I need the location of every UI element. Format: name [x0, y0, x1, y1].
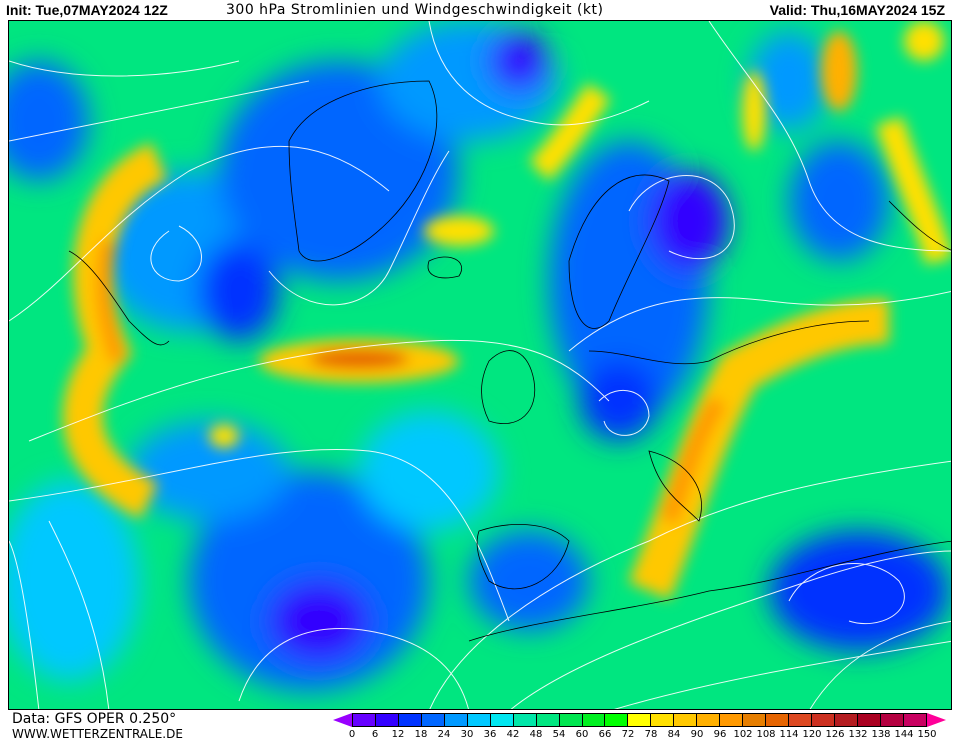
legend-bin [720, 714, 744, 726]
legend-tick-label: 6 [371, 729, 379, 740]
legend-bin [628, 714, 652, 726]
legend-tick-label: 84 [667, 729, 681, 740]
legend-below-arrow [333, 713, 352, 727]
legend-bin [812, 714, 836, 726]
legend-bin [880, 714, 904, 726]
legend-tick-label: 96 [713, 729, 727, 740]
legend-bin [605, 714, 629, 726]
legend-tick-label: 0 [348, 729, 356, 740]
legend-tick-label: 108 [756, 729, 776, 740]
legend-bin [835, 714, 858, 726]
data-source: Data: GFS OPER 0.250° [12, 711, 177, 727]
legend-bin [903, 714, 926, 726]
legend-tick-label: 12 [391, 729, 405, 740]
legend-tick-label: 54 [552, 729, 566, 740]
legend-tick-label: 132 [848, 729, 868, 740]
legend-tick-label: 126 [825, 729, 845, 740]
legend-bin [559, 714, 583, 726]
legend-tick-label: 60 [575, 729, 589, 740]
wind-speed-field [9, 21, 951, 709]
legend-bin [398, 714, 422, 726]
legend-tick-label: 30 [460, 729, 474, 740]
legend-bin [421, 714, 445, 726]
legend-ticks: 0 6 12 18 24 30 36 42 48 54 60 66 72 78 84 90 96 102 108 11… [348, 729, 937, 741]
legend-bins [352, 713, 927, 727]
legend-bin [789, 714, 813, 726]
legend-tick-label: 72 [621, 729, 635, 740]
legend-tick-label: 114 [779, 729, 799, 740]
legend-bin [697, 714, 721, 726]
legend-tick-label: 48 [529, 729, 543, 740]
color-legend [333, 713, 956, 727]
coastlines [68, 80, 951, 642]
legend-tick-label: 36 [483, 729, 497, 740]
legend-tick-label: 120 [802, 729, 822, 740]
legend-bin [651, 714, 675, 726]
legend-bin [444, 714, 468, 726]
website-credit: WWW.WETTERZENTRALE.DE [12, 727, 183, 741]
weather-map [8, 20, 952, 710]
legend-tick-label: 138 [871, 729, 891, 740]
map-title: 300 hPa Stromlinien und Windgeschwindigk… [226, 2, 604, 18]
legend-bin [582, 714, 606, 726]
legend-bin [467, 714, 491, 726]
legend-bin [375, 714, 399, 726]
legend-tick-label: 102 [733, 729, 753, 740]
legend-above-arrow [927, 713, 946, 727]
legend-bin [513, 714, 537, 726]
legend-tick-label: 78 [644, 729, 658, 740]
legend-bin [353, 714, 376, 726]
init-time: Init: Tue,07MAY2024 12Z [6, 2, 168, 18]
legend-tick-label: 144 [894, 729, 914, 740]
legend-tick-label: 90 [690, 729, 704, 740]
legend-tick-label: 18 [414, 729, 428, 740]
legend-bin [766, 714, 790, 726]
legend-tick-label: 66 [598, 729, 612, 740]
legend-bin [536, 714, 560, 726]
valid-time: Valid: Thu,16MAY2024 15Z [769, 2, 945, 18]
legend-tick-label: 24 [437, 729, 451, 740]
legend-bin [674, 714, 698, 726]
legend-bin [743, 714, 767, 726]
legend-tick-label: 150 [917, 729, 937, 740]
legend-bin [857, 714, 881, 726]
legend-tick-label: 42 [506, 729, 520, 740]
streamlines [9, 21, 951, 709]
legend-bin [490, 714, 514, 726]
low-wind-areas [9, 21, 949, 691]
